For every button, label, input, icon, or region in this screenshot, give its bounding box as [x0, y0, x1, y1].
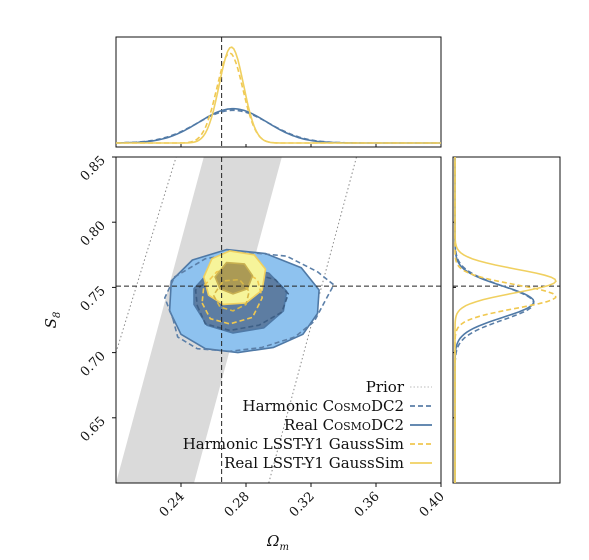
x-axis-label: Ωm [266, 532, 289, 553]
harmonic-lsst-inner-contour [212, 278, 250, 312]
legend-label-part: C [323, 416, 334, 434]
axes-labels: Ωm S8 [42, 312, 289, 553]
legend-label-part: Harmonic [243, 397, 323, 415]
main-2d-panel: 0.24 0.28 0.32 0.36 0.40 0.65 0.70 0.75 0.80 0.85 [78, 153, 448, 520]
right-marginal-panel [452, 156, 561, 484]
x-tick-label: 0.24 [157, 489, 188, 520]
legend-label-part: OSMO [334, 420, 371, 433]
legend-label: Prior [366, 378, 405, 396]
right-marginal-2 [454, 157, 557, 483]
legend-label: Harmonic LSST-Y1 GaussSim [183, 435, 404, 453]
legend-label-part: DC2 [371, 416, 404, 434]
legend-label: Harmonic COSMODC2 [243, 397, 404, 415]
right-frame [452, 156, 561, 484]
y-tick-label: 0.80 [78, 218, 109, 249]
legend-label: Real COSMODC2 [284, 416, 404, 434]
top-curves [116, 46, 441, 144]
x-tick-label: 0.36 [352, 489, 383, 520]
legend-label-part: C [323, 397, 334, 415]
y-tick-label: 0.65 [78, 414, 109, 445]
legend-label: Real LSST-Y1 GaussSim [224, 454, 404, 472]
legend-label-part: Prior [366, 378, 405, 396]
legend-label-part: Real LSST-Y1 GaussSim [224, 454, 404, 472]
legend-label-part: Harmonic LSST-Y1 GaussSim [183, 435, 404, 453]
y-axis-label: S8 [42, 312, 63, 329]
right-marginal-3 [454, 157, 557, 483]
harmonic-cosmodc2-outer-contour [164, 251, 335, 353]
x-tick-label: 0.28 [222, 489, 253, 520]
top-frame [115, 36, 442, 148]
x-tick-label: 0.32 [287, 489, 318, 520]
y-tick-label: 0.75 [78, 284, 109, 315]
top-marginal-3 [116, 46, 441, 144]
main-frame [115, 156, 442, 484]
top-marginal-1 [116, 107, 441, 144]
x-tick-label: 0.40 [417, 489, 448, 520]
legend-label-part: OSMO [334, 401, 371, 414]
harmonic-lsst-outer-contour [201, 266, 264, 325]
legend-label-part: Real [284, 416, 323, 434]
top-marginal-panel [115, 36, 442, 148]
right-marginal-1 [454, 157, 535, 483]
right-curves [454, 157, 557, 483]
legend-label-part: DC2 [371, 397, 404, 415]
y-tick-label: 0.70 [78, 349, 109, 380]
y-tick-label: 0.85 [78, 153, 109, 184]
